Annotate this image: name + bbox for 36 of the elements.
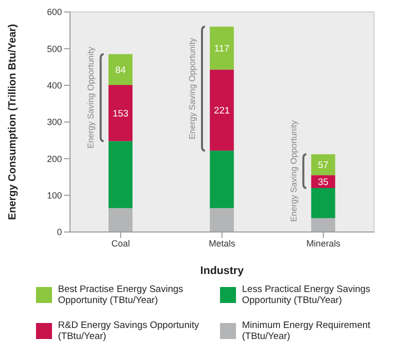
y-axis-title: Energy Consumption (Trillion Btu/Year) (6, 24, 19, 220)
data-label: 35 (318, 177, 328, 188)
bar (210, 26, 234, 70)
bar (108, 208, 133, 232)
bar (108, 141, 133, 208)
bar (311, 218, 336, 232)
data-label: 84 (115, 65, 126, 76)
data-label: 221 (214, 106, 230, 117)
annotation: Energy Saving Opportunity (86, 46, 96, 148)
legend-label: Less Practical Energy Savings Opportunity (TBtu/Year) (242, 284, 372, 306)
legend-label: Minimum Energy Requirement (TBtu/Year) (242, 320, 372, 342)
y-tick-label: 400 (46, 80, 62, 91)
y-tick-label: 300 (46, 117, 62, 128)
y-tick-label: 500 (46, 44, 62, 54)
legend-label: Best Practise Energy Savings Opportunity (TBtu/Year) (58, 284, 184, 306)
annotation: Energy Saving Opportunity (288, 120, 298, 222)
data-label: 57 (318, 160, 328, 172)
bar (311, 188, 336, 218)
bar (311, 154, 336, 176)
bar (108, 54, 133, 85)
legend-label: R&D Energy Savings Opportunity (TBtu/Year) (58, 320, 200, 342)
bar (210, 208, 234, 232)
y-tick-label: 0 (56, 227, 62, 238)
x-tick-label: Minerals (306, 238, 341, 248)
data-label: 117 (214, 44, 230, 55)
x-axis-title: Industry (200, 265, 245, 277)
y-tick-label: 200 (46, 154, 62, 164)
bar (210, 150, 234, 208)
x-tick-label: Coal (111, 238, 130, 248)
y-tick-label: 600 (46, 7, 62, 18)
x-tick-label: Metals (208, 238, 236, 248)
y-tick-label: 100 (46, 190, 62, 201)
annotation: Energy Saving Opportunity (187, 37, 197, 140)
data-label: 153 (112, 108, 128, 120)
bar (210, 70, 234, 151)
bar (108, 84, 133, 142)
